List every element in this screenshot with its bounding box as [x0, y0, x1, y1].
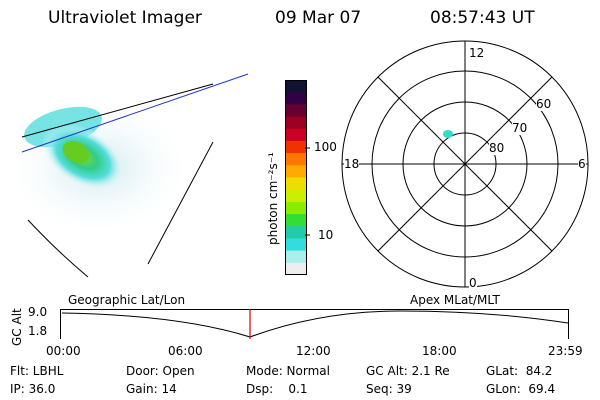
terminator-line-blue — [21, 73, 249, 153]
colorbar-segment — [285, 214, 307, 227]
colorbar-tick-10: 10 — [318, 228, 334, 242]
aurora-core — [62, 140, 90, 164]
x-tick-0000: 00:00 — [46, 344, 81, 358]
status-ip: IP: 36.0 — [10, 382, 56, 396]
lat-label-80: 80 — [489, 141, 505, 155]
timeline-y-tick-9: 9.0 — [28, 305, 48, 319]
colorbar-unit-label: photon cm⁻²s⁻¹ — [266, 152, 280, 245]
colorbar-segment — [285, 226, 307, 239]
polar-aurora-spot — [443, 130, 453, 138]
timeline-y-label: GC Alt — [10, 308, 24, 346]
mlt-label-18: 18 — [344, 157, 360, 171]
status-flt: Flt: LBHL — [10, 364, 64, 378]
colorbar-segment — [285, 238, 307, 252]
colorbar-segment — [285, 116, 307, 130]
time-label: 08:57:43 UT — [430, 8, 535, 28]
date-label: 09 Mar 07 — [275, 8, 362, 28]
status-gain: Gain: 14 — [126, 382, 177, 396]
colorbar-segment — [285, 262, 307, 275]
colorbar-segment — [285, 165, 307, 178]
colorbar-segment — [285, 153, 307, 166]
mlt-label-12: 12 — [469, 46, 485, 60]
status-gc-alt: GC Alt: 2.1 Re — [366, 364, 450, 378]
status-seq: Seq: 39 — [366, 382, 412, 396]
colorbar-segment — [285, 92, 307, 105]
x-tick-2359: 23:59 — [548, 344, 583, 358]
mlt-label-6: 6 — [578, 157, 586, 171]
timeline-y-tick-1-8: 1.8 — [28, 324, 48, 338]
lat-label-70: 70 — [512, 121, 528, 135]
colorbar — [285, 80, 307, 275]
colorbar-segment — [285, 80, 307, 93]
altitude-curve — [61, 310, 569, 338]
colorbar-segment — [285, 250, 307, 264]
lat-label-60: 60 — [536, 97, 552, 111]
colorbar-border — [285, 80, 307, 275]
x-tick-0600: 06:00 — [168, 344, 203, 358]
geographic-image-panel — [18, 73, 249, 278]
colorbar-segment — [285, 189, 307, 203]
orbit-altitude-timeline — [60, 309, 569, 339]
status-dsp: Dsp: 0.1 — [246, 382, 308, 396]
colorbar-segment — [285, 177, 307, 191]
timeline-right-title: Apex MLat/MLT — [410, 293, 500, 307]
colorbar-segment — [285, 104, 307, 118]
limb-edge-right — [147, 141, 214, 265]
status-mode: Mode: Normal — [246, 364, 330, 378]
colorbar-ticks — [305, 147, 310, 236]
colorbar-segment — [285, 128, 307, 142]
x-tick-1800: 18:00 — [422, 344, 457, 358]
mlt-label-0: 0 — [469, 276, 477, 290]
colorbar-segment — [285, 201, 307, 215]
colorbar-tick-100: 100 — [314, 140, 337, 154]
x-tick-1200: 12:00 — [296, 344, 331, 358]
limb-edge-left — [27, 219, 89, 278]
instrument-title: Ultraviolet Imager — [48, 8, 202, 28]
polar-plot — [341, 40, 589, 288]
status-glon: GLon: 69.4 — [486, 382, 556, 396]
colorbar-segment — [285, 140, 307, 154]
status-glat: GLat: 84.2 — [486, 364, 553, 378]
status-door: Door: Open — [126, 364, 195, 378]
terminator-line-black — [21, 83, 214, 138]
timeline-left-title: Geographic Lat/Lon — [68, 293, 186, 307]
